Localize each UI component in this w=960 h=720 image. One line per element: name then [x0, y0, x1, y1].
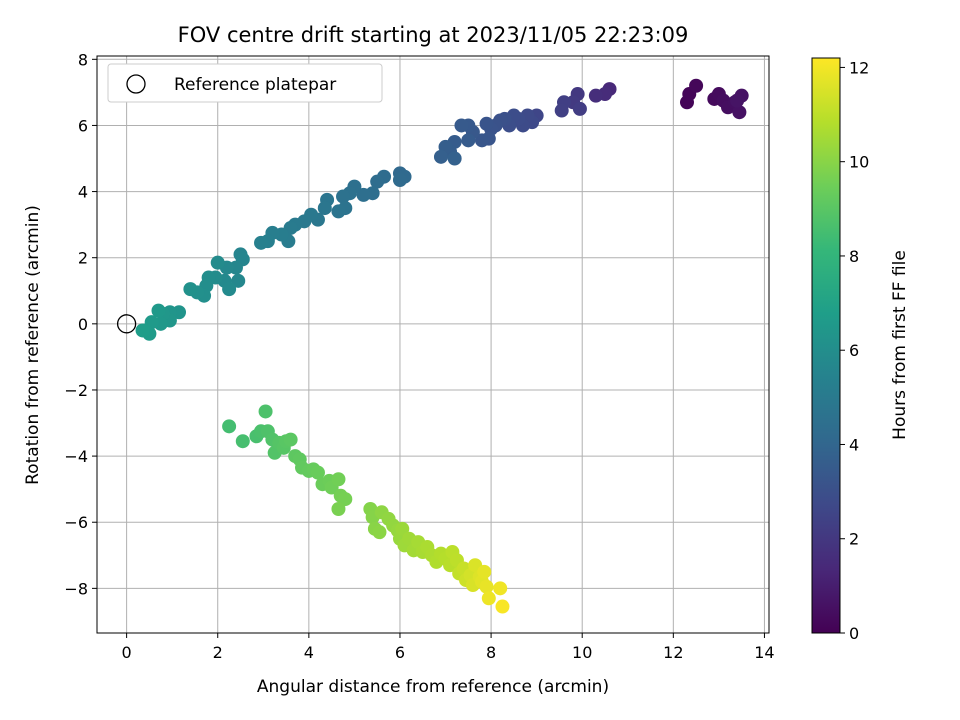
data-point — [283, 432, 298, 447]
reference-platepar-marker — [116, 314, 137, 334]
y-tick-label: −8 — [64, 579, 88, 598]
data-point — [461, 133, 476, 148]
data-point — [481, 591, 496, 606]
data-point — [392, 172, 407, 187]
data-point — [730, 93, 745, 108]
colorbar-tick-label: 10 — [849, 153, 869, 172]
x-tick-label: 6 — [395, 643, 405, 662]
data-point — [310, 465, 325, 480]
y-axis-label: Rotation from reference (arcmin) — [23, 205, 43, 485]
data-point — [231, 273, 246, 288]
data-point — [479, 116, 494, 131]
plot-frame — [96, 55, 770, 634]
data-point — [338, 492, 353, 507]
colorbar-tick-label: 2 — [849, 530, 859, 549]
x-tick-label: 0 — [122, 643, 132, 662]
data-point — [495, 599, 510, 614]
data-point — [588, 88, 603, 103]
x-tick-label: 10 — [572, 643, 592, 662]
x-tick-label: 2 — [213, 643, 223, 662]
data-point — [151, 303, 166, 318]
data-point — [477, 564, 492, 579]
data-point — [135, 323, 150, 338]
data-point — [732, 105, 747, 120]
y-tick-label: 4 — [78, 183, 88, 202]
colorbar — [811, 57, 841, 634]
data-point — [183, 282, 198, 297]
data-point — [395, 521, 410, 536]
colorbar-tick-label: 12 — [849, 58, 869, 77]
y-axis: −8 −6 −4 −2 0 2 4 6 8 — [64, 50, 97, 598]
data-point — [317, 201, 332, 216]
grid — [97, 56, 769, 633]
x-axis: 0 2 4 6 8 10 12 14 — [122, 633, 775, 662]
legend-label: Reference platepar — [174, 75, 336, 95]
data-point — [356, 187, 371, 202]
data-point — [372, 525, 387, 540]
data-point — [222, 282, 237, 297]
points-layer — [135, 78, 749, 614]
data-point — [235, 434, 250, 449]
chart-title: FOV centre drift starting at 2023/11/05 … — [178, 23, 689, 47]
data-point — [493, 581, 508, 596]
colorbar-tick-label: 4 — [849, 435, 859, 454]
data-point — [474, 133, 489, 148]
y-tick-label: 2 — [78, 249, 88, 268]
x-tick-label: 4 — [304, 643, 314, 662]
y-tick-label: −6 — [64, 513, 88, 532]
data-point — [454, 118, 469, 133]
x-tick-label: 14 — [754, 643, 774, 662]
x-tick-label: 8 — [486, 643, 496, 662]
legend: Reference platepar — [107, 63, 383, 103]
legend-marker — [126, 74, 146, 94]
colorbar-label: Hours from first FF file — [890, 250, 910, 440]
data-point — [331, 472, 346, 487]
colorbar-tick-label: 8 — [849, 247, 859, 266]
legend-box — [107, 63, 383, 103]
data-point — [254, 235, 269, 250]
data-point — [433, 149, 448, 164]
data-point — [689, 78, 704, 93]
x-tick-label: 12 — [663, 643, 683, 662]
colorbar-axis: 0 2 4 6 8 10 12 — [840, 58, 869, 643]
y-tick-label: −2 — [64, 381, 88, 400]
data-point — [210, 255, 225, 270]
data-point — [222, 419, 237, 434]
y-tick-label: 6 — [78, 116, 88, 135]
data-point — [447, 151, 462, 166]
y-tick-label: 8 — [78, 50, 88, 69]
colorbar-tick-label: 0 — [849, 624, 859, 643]
data-point — [572, 101, 587, 116]
data-point — [479, 579, 494, 594]
data-point — [554, 103, 569, 118]
data-point — [331, 204, 346, 219]
data-point — [331, 502, 346, 517]
colorbar-tick-label: 6 — [849, 341, 859, 360]
y-tick-label: −4 — [64, 447, 88, 466]
x-axis-label: Angular distance from reference (arcmin) — [257, 677, 609, 697]
data-point — [370, 174, 385, 189]
y-tick-label: 0 — [78, 315, 88, 334]
data-point — [258, 404, 273, 419]
data-point — [336, 189, 351, 204]
